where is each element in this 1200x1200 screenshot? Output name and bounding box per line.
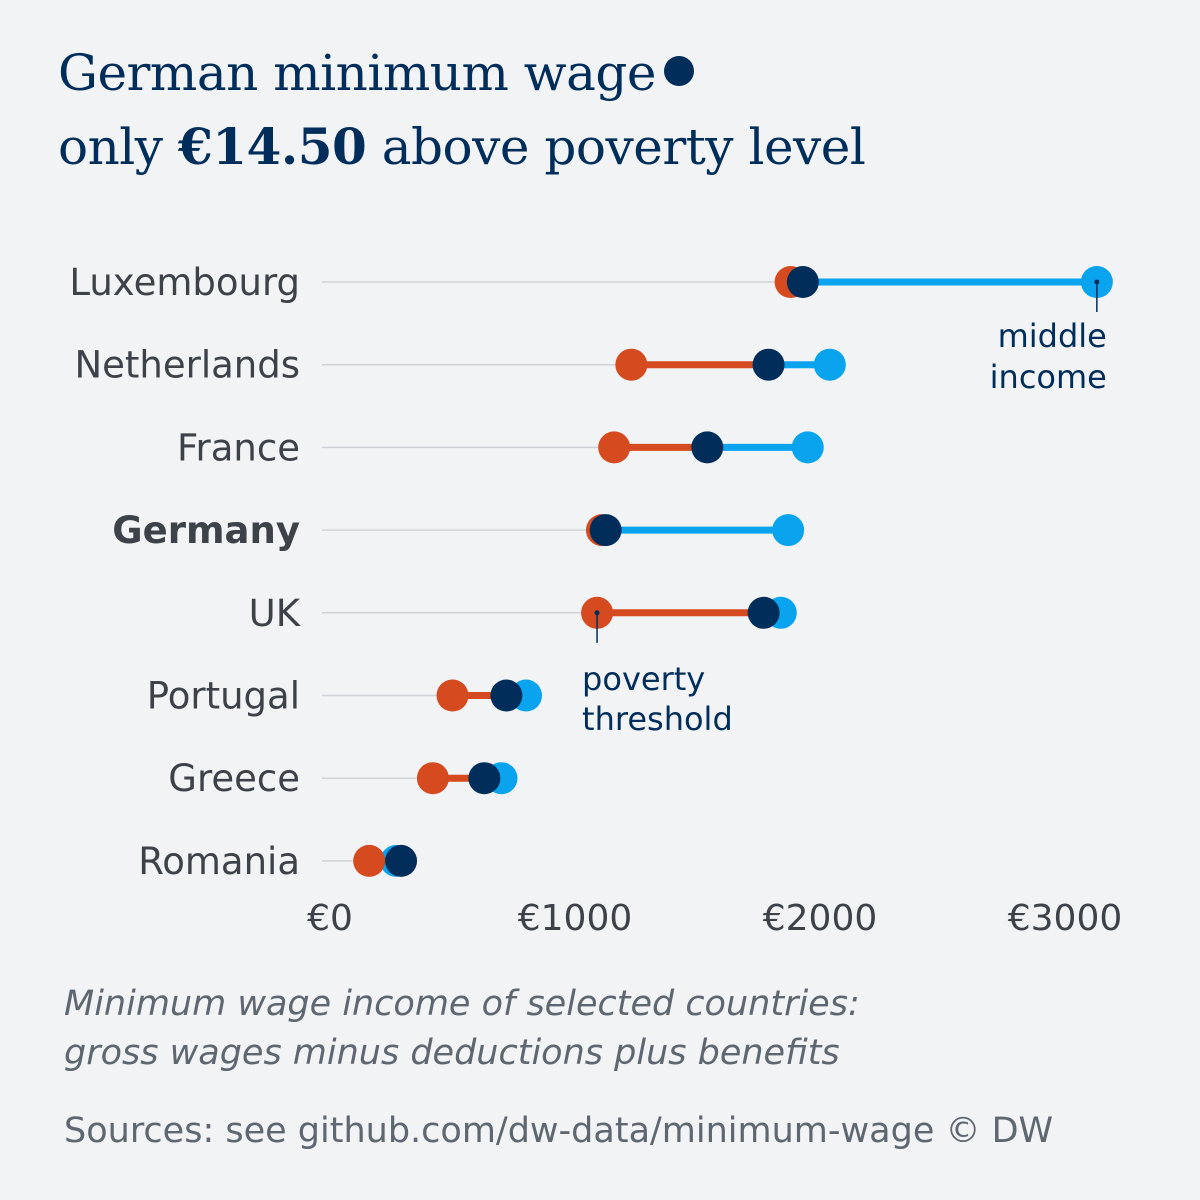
category-label-luxembourg: Luxembourg (69, 261, 300, 304)
x-tick-label: €3000 (1008, 898, 1123, 939)
minimum-wage-dot-romania (385, 844, 418, 877)
annotation-label-poverty-line-2: threshold (582, 700, 733, 738)
middle-income-dot-germany (772, 514, 805, 547)
middle-income-dot-france (791, 431, 824, 464)
annotation-label-middle-line-1: middle (998, 317, 1107, 355)
source-note: Sources: see github.com/dw-data/minimum-… (64, 1111, 1054, 1151)
subtitle-line-2: gross wages minus deductions plus benefi… (64, 1033, 840, 1073)
x-tick-label: €2000 (763, 898, 878, 939)
title-line-2-prefix: only (58, 118, 163, 176)
minimum-wage-dot-greece (468, 762, 501, 795)
category-label-france: France (177, 426, 300, 469)
annotation-label-middle-line-2: income (990, 358, 1107, 396)
category-label-portugal: Portugal (147, 675, 300, 718)
chart-subtitle: Minimum wage income of selected countrie… (64, 980, 1164, 1078)
title-highlight-amount: €14.50 (177, 117, 367, 176)
category-label-greece: Greece (168, 757, 300, 800)
poverty-threshold-dot-france (598, 431, 631, 464)
title-line-1: German minimum wage (58, 36, 1158, 110)
title-line-2-suffix: above poverty level (381, 118, 866, 176)
middle-income-dot-netherlands (813, 348, 846, 381)
poverty-threshold-dot-romania (353, 844, 386, 877)
minimum-wage-dot-germany (589, 514, 622, 547)
minimum-wage-dot-france (691, 431, 724, 464)
x-tick-label: €1000 (518, 898, 633, 939)
chart-title: German minimum wage only €14.50 above po… (58, 36, 1158, 184)
category-label-romania: Romania (138, 840, 300, 883)
poverty-threshold-dot-netherlands (615, 348, 648, 381)
poverty-threshold-dot-greece (416, 762, 449, 795)
category-label-germany: Germany (112, 509, 300, 552)
annotation-label-poverty-line-1: poverty (582, 660, 705, 698)
poverty-threshold-dot-portugal (436, 679, 469, 712)
category-label-uk: UK (249, 592, 302, 635)
minimum-wage-dot-luxembourg (786, 266, 819, 298)
minimum-wage-marker-icon (663, 56, 694, 86)
dot-range-chart: Luxembourg Netherlands France Germany UK Port… (69, 261, 1123, 939)
minimum-wage-dot-portugal (490, 679, 523, 712)
minimum-wage-dot-uk (747, 596, 780, 629)
category-label-netherlands: Netherlands (74, 344, 300, 387)
x-tick-label: €0 (307, 898, 353, 939)
title-line-2: only €14.50 above poverty level (58, 110, 1158, 184)
minimum-wage-dot-netherlands (752, 348, 785, 381)
title-line-1-text: German minimum wage (58, 44, 656, 102)
subtitle-line-1: Minimum wage income of selected countrie… (64, 984, 860, 1024)
